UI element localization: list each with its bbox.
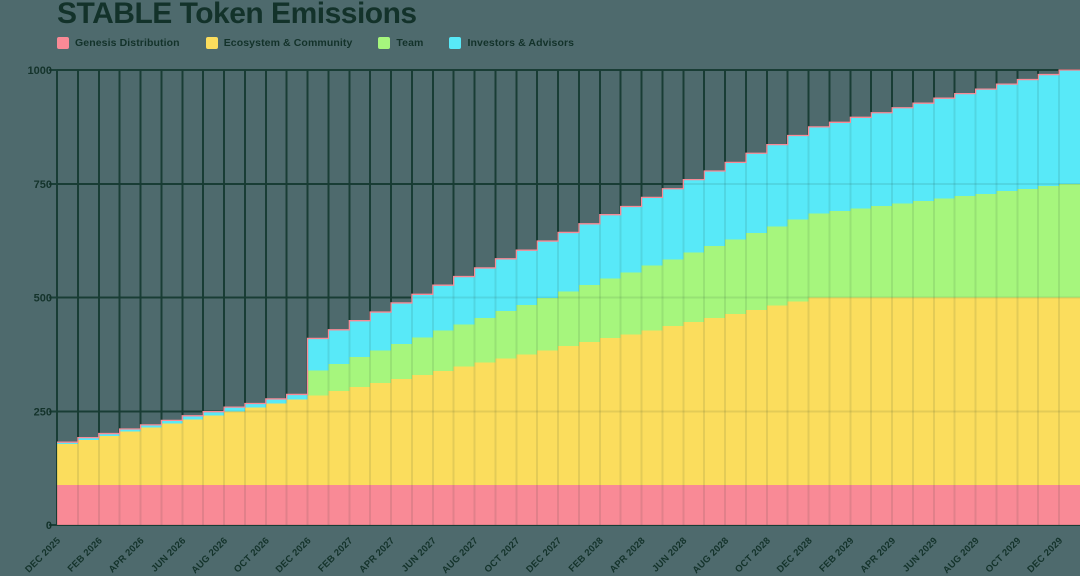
x-tick-label: DEC 2026 [274, 535, 314, 575]
x-tick-label: AUG 2026 [189, 535, 230, 576]
x-tick-label: AUG 2028 [691, 535, 732, 576]
stacked-areas [57, 70, 1080, 525]
legend-label-investors-advisors: Investors & Advisors [467, 37, 575, 49]
x-tick-label: DEC 2025 [23, 535, 63, 575]
x-tick-label: JUN 2028 [650, 535, 689, 574]
x-tick-label: OCT 2027 [483, 535, 523, 575]
page-title: STABLE Token Emissions [57, 0, 417, 30]
x-tick-label: OCT 2028 [733, 535, 773, 575]
legend-item-investors-advisors[interactable]: Investors & Advisors [449, 37, 574, 49]
x-tick-label: AUG 2027 [440, 535, 481, 576]
gridline-overlay [56, 69, 1080, 526]
area-investors-advisors [57, 70, 1080, 445]
investors-advisors-swatch-icon [449, 37, 462, 49]
x-tick-label: JUN 2029 [901, 535, 940, 574]
x-tick-label: FEB 2029 [817, 535, 856, 574]
x-tick-label: APR 2029 [858, 535, 898, 575]
genesis-distribution-swatch-icon [57, 37, 69, 49]
x-tick-label: JUN 2026 [149, 535, 188, 574]
x-tick-label: OCT 2026 [232, 535, 272, 575]
y-axis-labels: 0 250 500 750 1000 [28, 65, 52, 532]
x-tick-label: DEC 2027 [524, 535, 564, 575]
x-tick-label: JUN 2027 [400, 535, 439, 574]
y-tick-label: 1000 [28, 65, 52, 77]
legend-label-genesis-distribution: Genesis Distribution [75, 37, 180, 49]
x-tick-label: APR 2027 [357, 535, 397, 575]
x-tick-label: FEB 2027 [316, 535, 355, 574]
x-tick-label: APR 2026 [107, 535, 147, 575]
legend-item-genesis-distribution[interactable]: Genesis Distribution [57, 37, 180, 49]
area-team [57, 183, 1080, 445]
legend-item-team[interactable]: Team [378, 37, 423, 49]
x-tick-label: APR 2028 [608, 535, 648, 575]
legend-label-team: Team [396, 37, 424, 49]
legend-item-ecosystem-community[interactable]: Ecosystem & Community [205, 37, 353, 49]
ecosystem-community-swatch-icon [205, 37, 218, 49]
y-tick-label: 500 [34, 293, 52, 305]
area-ecosystem-community [57, 297, 1080, 485]
x-tick-label: DEC 2029 [1025, 535, 1065, 575]
x-tick-label: FEB 2026 [66, 535, 105, 574]
area-genesis-distribution [57, 484, 1080, 525]
x-tick-label: FEB 2028 [567, 535, 606, 574]
y-tick-label: 250 [34, 406, 52, 418]
y-tick-label: 0 [46, 520, 52, 532]
team-swatch-icon [378, 37, 391, 49]
x-axis-labels: DEC 2025 FEB 2026 APR 2026 JUN 2026 AUG 2026… [23, 535, 1065, 576]
x-tick-label: DEC 2028 [775, 535, 815, 575]
legend-label-ecosystem-community: Ecosystem & Community [223, 37, 353, 49]
legend: Genesis Distribution Ecosystem & Communi… [57, 37, 574, 49]
y-tick-label: 750 [34, 179, 52, 191]
x-tick-label: OCT 2029 [984, 535, 1024, 575]
total-supply-top-line [57, 69, 1080, 443]
x-tick-label: AUG 2029 [941, 535, 982, 576]
